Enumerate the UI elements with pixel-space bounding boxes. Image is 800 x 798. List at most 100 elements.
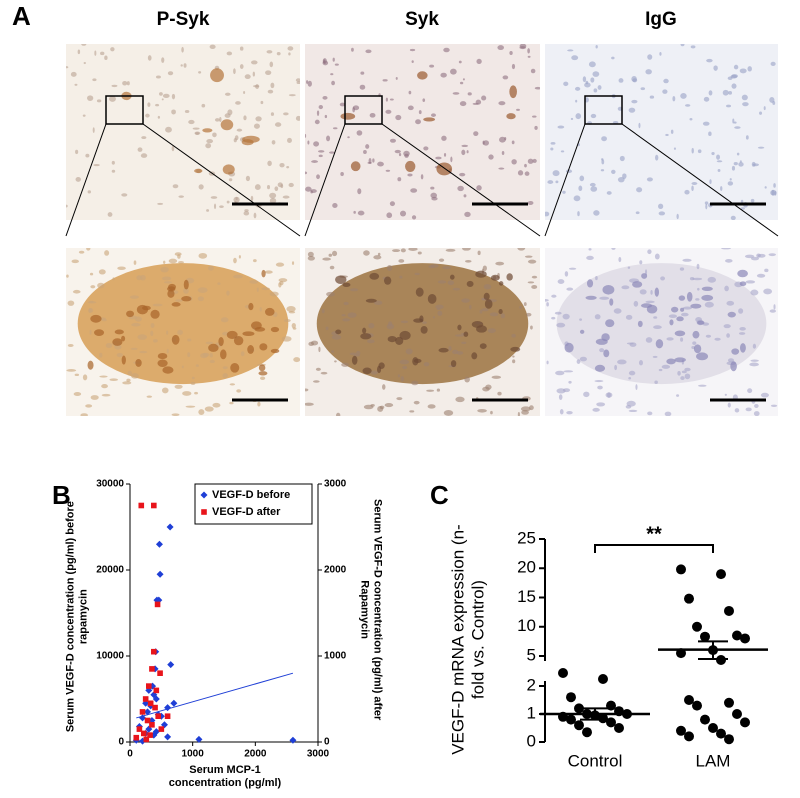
- tissue-cell: [389, 98, 394, 101]
- tissue-cell: [483, 284, 492, 290]
- tissue-cell: [407, 105, 414, 111]
- tissue-cell: [734, 408, 740, 413]
- tissue-cell: [291, 322, 296, 329]
- tissue-cell: [313, 141, 320, 147]
- tissue-cell: [87, 95, 94, 101]
- tissue-cell: [88, 308, 94, 313]
- tissue-cell: [137, 147, 143, 152]
- tissue-cell: [99, 352, 103, 358]
- tissue-cell: [560, 150, 565, 153]
- tissue-cell: [334, 63, 339, 66]
- stained-cell: [230, 362, 240, 373]
- tissue-cell: [473, 131, 479, 137]
- tissue-cell: [438, 258, 445, 262]
- tissue-cell: [188, 119, 195, 125]
- stained-cell: [490, 274, 500, 281]
- tissue-cell: [283, 112, 289, 116]
- point: [143, 736, 150, 743]
- tissue-cell: [275, 262, 285, 267]
- tissue-cell: [122, 80, 128, 86]
- tissue-cell: [66, 369, 77, 372]
- tissue-cell: [307, 80, 312, 87]
- tissue-cell: [664, 411, 672, 416]
- tissue-cell: [233, 257, 237, 264]
- tissue-cell: [519, 46, 526, 50]
- micrograph-bg: [305, 44, 540, 220]
- tissue-cell: [723, 324, 731, 329]
- stained-cell: [506, 273, 513, 281]
- tissue-cell: [751, 161, 756, 167]
- tissue-cell: [759, 111, 763, 115]
- stained-cell: [395, 336, 404, 345]
- tissue-cell: [130, 347, 138, 350]
- tissue-cell: [489, 312, 499, 317]
- point: [708, 723, 718, 733]
- tissue-cell: [82, 114, 86, 117]
- tissue-cell: [260, 100, 264, 105]
- tissue-cell: [219, 205, 224, 209]
- point: [151, 648, 157, 655]
- tissue-cell: [71, 259, 79, 264]
- tissue-cell: [109, 95, 116, 102]
- tissue-cell: [357, 210, 365, 216]
- tissue-cell: [611, 248, 616, 250]
- zoom-line: [142, 123, 301, 237]
- zoom-line: [304, 123, 346, 237]
- stained-cell: [676, 316, 684, 322]
- point: [724, 697, 734, 708]
- tissue-cell: [652, 355, 658, 358]
- tissue-cell: [517, 170, 524, 176]
- x-tick-label: 1000: [182, 749, 205, 760]
- tissue-cell: [367, 339, 375, 344]
- tissue-cell: [763, 106, 766, 111]
- tissue-cell: [326, 291, 335, 297]
- tissue-cell: [75, 176, 82, 182]
- tissue-cell: [547, 180, 554, 184]
- tissue-cell: [636, 187, 643, 193]
- tissue-cell: [708, 131, 712, 137]
- tissue-cell: [601, 159, 605, 165]
- tissue-cell: [441, 135, 447, 141]
- tissue-cell: [187, 352, 191, 358]
- tissue-cell: [655, 154, 659, 161]
- tissue-cell: [682, 258, 692, 262]
- tissue-cell: [750, 198, 755, 203]
- stained-cell: [202, 128, 213, 133]
- tissue-cell: [668, 314, 678, 318]
- tissue-cell: [238, 255, 241, 259]
- tissue-cell: [618, 78, 624, 83]
- tissue-cell: [145, 113, 150, 118]
- tissue-cell: [192, 127, 200, 130]
- micrograph: [66, 248, 300, 416]
- stained-cell: [737, 269, 748, 278]
- y2-tick-label: 1000: [324, 651, 347, 662]
- tissue-cell: [571, 55, 579, 61]
- tissue-cell: [408, 248, 418, 251]
- tissue-cell: [440, 72, 447, 78]
- tissue-cell: [665, 133, 669, 137]
- tissue-cell: [711, 152, 715, 156]
- tissue-cell: [426, 389, 435, 392]
- tissue-cell: [566, 287, 574, 291]
- y2-tick-label: 0: [324, 737, 330, 748]
- tissue-cell: [467, 92, 472, 96]
- tissue-cell: [341, 362, 349, 367]
- stained-cell: [696, 352, 709, 361]
- tissue-cell: [136, 275, 143, 281]
- tissue-cell: [252, 85, 260, 88]
- tissue-cell: [198, 409, 205, 415]
- tissue-cell: [596, 402, 606, 407]
- tissue-cell: [575, 113, 582, 120]
- tissue-cell: [564, 271, 569, 277]
- point: [740, 633, 750, 644]
- tissue-cell: [764, 186, 767, 189]
- point: [289, 736, 297, 744]
- tissue-cell: [397, 177, 402, 182]
- tissue-cell: [530, 325, 533, 330]
- tissue-cell: [403, 150, 410, 157]
- tissue-cell: [131, 322, 141, 327]
- tissue-cell: [334, 360, 337, 363]
- tissue-cell: [551, 294, 557, 298]
- tissue-cell: [530, 68, 536, 74]
- tissue-cell: [437, 280, 447, 284]
